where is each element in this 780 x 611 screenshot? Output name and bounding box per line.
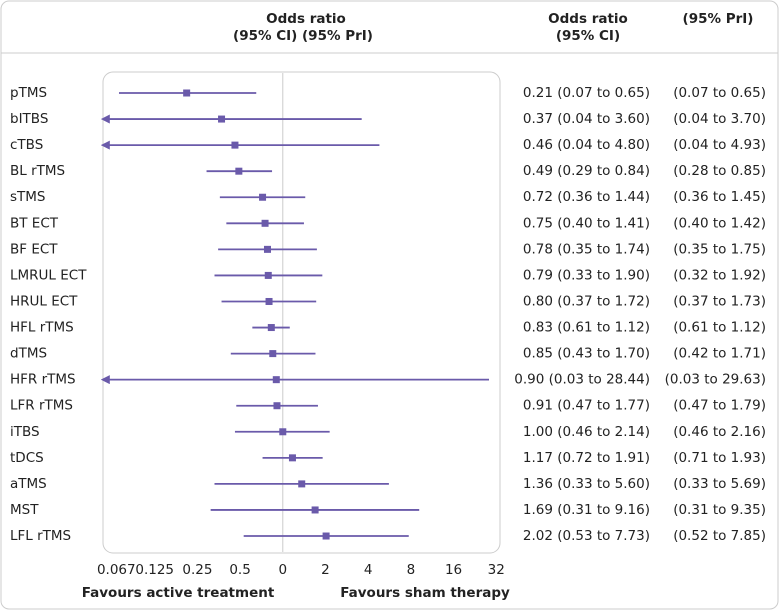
point-estimate: [273, 402, 281, 410]
category-label: aTMS: [10, 476, 47, 492]
pri-label: (0.35 to 1.75): [673, 241, 766, 257]
pri-label: (0.07 to 0.65): [673, 85, 766, 101]
ci-label: 1.00 (0.46 to 2.14): [523, 424, 650, 440]
ci-label: 1.36 (0.33 to 5.60): [523, 476, 650, 492]
category-label: BL rTMS: [10, 163, 65, 179]
category-label: LFL rTMS: [10, 528, 71, 544]
ci-label: 0.91 (0.47 to 1.77): [523, 398, 650, 414]
left-footer: Favours active treatment: [82, 585, 275, 601]
category-label: cTBS: [10, 137, 43, 153]
point-estimate: [259, 193, 267, 201]
pri-label: (0.46 to 2.16): [673, 424, 766, 440]
ci-label: 0.49 (0.29 to 0.84): [523, 163, 650, 179]
pri-label: (0.33 to 5.69): [673, 476, 766, 492]
point-estimate: [261, 219, 269, 227]
plot-box: [102, 71, 501, 554]
category-label: HRUL ECT: [10, 293, 78, 309]
point-estimate: [267, 324, 275, 332]
category-label: BF ECT: [10, 241, 58, 257]
ci-label: 0.46 (0.04 to 4.80): [523, 137, 650, 153]
ci-label: 0.78 (0.35 to 1.74): [523, 241, 650, 257]
point-estimate: [231, 141, 239, 149]
x-tick-label: 0.125: [135, 562, 174, 578]
category-label: tDCS: [10, 450, 44, 466]
ci-label: 0.90 (0.03 to 28.44): [514, 372, 650, 388]
category-label: iTBS: [10, 424, 40, 440]
x-tick-label: 8: [407, 562, 416, 578]
pri-label: (0.61 to 1.12): [673, 320, 766, 336]
ci-header: Odds ratio: [548, 11, 628, 27]
point-estimate: [269, 350, 277, 358]
x-tick-label: 0.5: [229, 562, 250, 578]
pri-label: (0.36 to 1.45): [673, 189, 766, 205]
point-estimate: [263, 245, 271, 253]
category-label: MST: [10, 502, 39, 518]
category-label: HFL rTMS: [10, 320, 74, 336]
pri-label: (0.37 to 1.73): [673, 293, 766, 309]
ci-label: 0.21 (0.07 to 0.65): [523, 85, 650, 101]
pri-label: (0.42 to 1.71): [673, 346, 766, 362]
x-tick-label: 32: [488, 562, 505, 578]
ci-header: (95% CI): [556, 28, 620, 44]
x-tick-label: 0.067: [97, 562, 136, 578]
point-estimate: [183, 89, 191, 97]
x-tick-label: 16: [445, 562, 462, 578]
ci-label: 0.80 (0.37 to 1.72): [523, 293, 650, 309]
pri-header: (95% PrI): [683, 11, 754, 27]
right-footer: Favours sham therapy: [340, 585, 510, 601]
plot-header: Odds ratio: [266, 11, 346, 27]
ci-label: 0.79 (0.33 to 1.90): [523, 267, 650, 283]
point-estimate: [311, 506, 319, 514]
point-estimate: [265, 297, 273, 305]
category-label: bITBS: [10, 111, 48, 127]
ci-label: 0.83 (0.61 to 1.12): [523, 320, 650, 336]
point-estimate: [218, 115, 226, 123]
x-tick-label: 2: [321, 562, 330, 578]
category-label: LFR rTMS: [10, 398, 73, 414]
point-estimate: [264, 271, 272, 279]
category-label: LMRUL ECT: [10, 267, 87, 283]
pri-label: (0.71 to 1.93): [673, 450, 766, 466]
ci-label: 0.72 (0.36 to 1.44): [523, 189, 650, 205]
point-estimate: [298, 480, 306, 488]
pri-label: (0.40 to 1.42): [673, 215, 766, 231]
point-estimate: [322, 532, 330, 540]
pri-label: (0.47 to 1.79): [673, 398, 766, 414]
category-label: BT ECT: [10, 215, 59, 231]
x-tick-label: 0.25: [182, 562, 212, 578]
pri-label: (0.31 to 9.35): [673, 502, 766, 518]
category-label: sTMS: [10, 189, 46, 205]
point-estimate: [279, 428, 287, 436]
ci-label: 1.17 (0.72 to 1.91): [523, 450, 650, 466]
category-label: pTMS: [10, 85, 47, 101]
point-estimate: [288, 454, 296, 462]
pri-label: (0.28 to 0.85): [673, 163, 766, 179]
plot-header: (95% CI) (95% PrI): [233, 28, 373, 44]
x-tick-label: 4: [364, 562, 373, 578]
x-tick-label: 0: [278, 562, 287, 578]
ci-label: 2.02 (0.53 to 7.73): [523, 528, 650, 544]
category-label: dTMS: [10, 346, 47, 362]
point-estimate: [272, 376, 280, 384]
pri-label: (0.04 to 4.93): [673, 137, 766, 153]
pri-label: (0.04 to 3.70): [673, 111, 766, 127]
pri-label: (0.32 to 1.92): [673, 267, 766, 283]
pri-label: (0.52 to 7.85): [673, 528, 766, 544]
ci-label: 0.75 (0.40 to 1.41): [523, 215, 650, 231]
pri-label: (0.03 to 29.63): [665, 372, 766, 388]
point-estimate: [235, 167, 243, 175]
category-label: HFR rTMS: [10, 372, 76, 388]
ci-label: 1.69 (0.31 to 9.16): [523, 502, 650, 518]
ci-label: 0.37 (0.04 to 3.60): [523, 111, 650, 127]
ci-label: 0.85 (0.43 to 1.70): [523, 346, 650, 362]
